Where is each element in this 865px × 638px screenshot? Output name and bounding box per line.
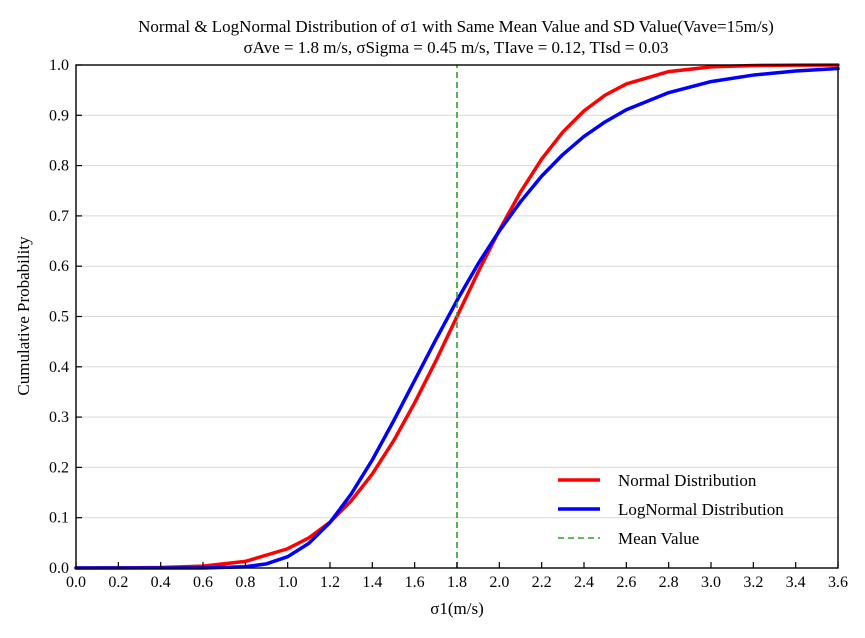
x-tick-label: 2.6	[616, 574, 636, 591]
y-tick-label: 0.3	[49, 409, 69, 426]
x-axis-label: σ1(m/s)	[430, 599, 484, 618]
x-tick-label: 0.0	[66, 574, 86, 591]
x-tick-label: 1.4	[362, 574, 382, 591]
series-lines	[74, 63, 840, 570]
legend-label-lognormal: LogNormal Distribution	[618, 500, 784, 519]
axis-ticks: 0.0 0.1 0.2 0.3 0.4 0.5 0.6 0.7 0.8 0.9 1.0 0.0 0.2 0…	[49, 57, 848, 591]
y-tick-label: 0.6	[49, 258, 69, 275]
x-tick-label: 0.8	[235, 574, 255, 591]
legend-label-mean: Mean Value	[618, 529, 699, 548]
x-tick-label: 0.2	[108, 574, 128, 591]
y-tick-label: 0.0	[49, 560, 69, 577]
x-tick-label: 3.4	[786, 574, 806, 591]
y-tick-label: 0.1	[49, 510, 69, 527]
y-tick-label: 0.7	[49, 208, 69, 225]
lognormal-distribution-line	[74, 66, 840, 570]
x-tick-label: 2.8	[659, 574, 679, 591]
x-tick-label: 0.4	[151, 574, 171, 591]
y-tick-label: 0.8	[49, 158, 69, 175]
x-tick-label: 1.6	[405, 574, 425, 591]
x-tick-label: 3.2	[743, 574, 763, 591]
x-tick-label: 2.4	[574, 574, 594, 591]
y-tick-label: 0.9	[49, 107, 69, 124]
chart-subtitle: σAve = 1.8 m/s, σSigma = 0.45 m/s, TIave…	[244, 38, 669, 57]
x-tick-label: 3.0	[701, 574, 721, 591]
y-tick-label: 1.0	[49, 57, 69, 74]
y-tick-label: 0.5	[49, 309, 69, 326]
x-tick-label: 2.2	[532, 574, 552, 591]
x-tick-label: 1.0	[278, 574, 298, 591]
x-tick-label: 0.6	[193, 574, 213, 591]
legend: Normal Distribution LogNormal Distributi…	[558, 471, 784, 548]
x-tick-label: 2.0	[489, 574, 509, 591]
x-tick-label: 3.6	[828, 574, 848, 591]
y-tick-label: 0.4	[49, 359, 69, 376]
y-axis-label: Cumulative Probability	[14, 236, 33, 396]
y-tick-label: 0.2	[49, 459, 69, 476]
x-tick-label: 1.8	[447, 574, 467, 591]
chart-title: Normal & LogNormal Distribution of σ1 wi…	[138, 17, 774, 36]
legend-label-normal: Normal Distribution	[618, 471, 757, 490]
x-tick-label: 1.2	[320, 574, 340, 591]
